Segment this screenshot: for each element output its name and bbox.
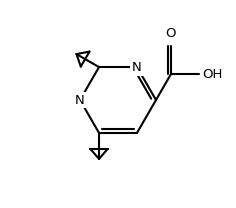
Text: OH: OH: [202, 68, 222, 80]
Text: O: O: [166, 27, 176, 40]
Text: N: N: [132, 61, 142, 74]
Text: N: N: [75, 94, 85, 106]
